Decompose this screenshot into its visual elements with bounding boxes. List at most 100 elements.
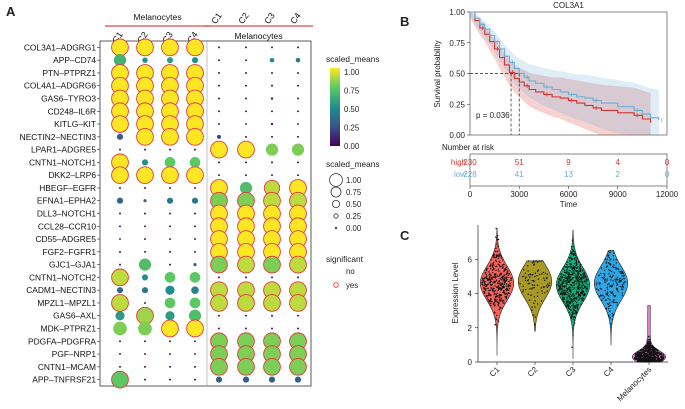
dot — [165, 311, 175, 321]
violin-point — [494, 250, 496, 253]
dot — [141, 274, 149, 281]
violin-point — [662, 354, 664, 356]
violin-point — [498, 264, 500, 266]
violin-point — [501, 307, 503, 309]
dot — [119, 212, 121, 215]
violin-point — [529, 288, 531, 290]
violin-point — [485, 284, 488, 286]
violin-point — [602, 277, 605, 280]
p-value: p = 0.036 — [476, 111, 510, 120]
violin-point — [602, 297, 605, 300]
dot — [218, 276, 220, 279]
violin-point — [575, 261, 578, 264]
violin-point — [563, 297, 566, 299]
violin-point — [495, 259, 497, 262]
violin-point — [559, 292, 562, 295]
violin-point — [663, 356, 665, 358]
violin-point — [604, 258, 607, 260]
violin-point — [567, 273, 569, 276]
violin-point — [605, 262, 608, 264]
violin-point — [583, 274, 585, 276]
violin-point — [566, 289, 568, 292]
violin-point — [576, 307, 579, 310]
violin-point — [571, 313, 573, 316]
row-label: KITLG–KIT — [54, 119, 96, 129]
violin-point — [657, 357, 660, 360]
violin-point — [572, 286, 574, 288]
violin-point — [488, 301, 490, 303]
violin-point — [543, 286, 545, 288]
dot — [161, 166, 179, 185]
violin-point — [636, 355, 638, 358]
violin-point — [573, 283, 575, 285]
violin-point — [660, 359, 662, 361]
violin-point — [503, 283, 506, 286]
violin-point — [648, 340, 650, 342]
violin-point — [571, 239, 574, 241]
dot — [194, 225, 196, 228]
size-legend-dot — [331, 199, 340, 208]
dot — [237, 140, 255, 159]
violin-point — [623, 277, 625, 280]
violin-point — [564, 275, 567, 277]
violin-point — [495, 276, 497, 278]
violin-point — [494, 256, 496, 259]
violin-point — [585, 276, 588, 278]
violin-point — [504, 292, 506, 295]
violin-point — [495, 227, 497, 230]
y-tick-label: 1.00 — [449, 8, 465, 17]
violin-point — [566, 283, 568, 286]
violin-point — [532, 280, 535, 282]
violin-point — [577, 309, 579, 311]
row-label: CNTN1–MCAM — [38, 362, 96, 372]
violin-point — [499, 274, 501, 276]
violin-point — [499, 306, 501, 308]
dot — [297, 84, 299, 87]
violin-point — [581, 276, 583, 278]
violin-point — [639, 352, 641, 355]
dot — [218, 84, 220, 87]
violin-point — [497, 238, 500, 241]
violin-point — [488, 289, 490, 292]
violin-point — [493, 253, 495, 256]
violin-point — [581, 277, 583, 279]
violin-point — [621, 272, 623, 274]
color-tick-label: 0.50 — [344, 105, 360, 114]
violin-point — [505, 295, 508, 298]
violin-point — [570, 286, 572, 289]
risk-frame — [469, 153, 668, 187]
violin-point — [608, 283, 610, 285]
violin-point — [621, 284, 623, 286]
y-tick-label: 6 — [468, 255, 473, 264]
dot — [144, 340, 146, 343]
violin-point — [610, 322, 612, 325]
violin-point — [541, 260, 543, 262]
group-title: Melanocytes — [234, 31, 282, 41]
violin-point — [570, 273, 572, 276]
violin-point — [490, 259, 492, 261]
violin-point — [611, 276, 614, 278]
violin-point — [606, 294, 608, 296]
violin-point — [603, 269, 606, 271]
violin-point — [506, 279, 508, 281]
row-label: PDGFA–PDGFRA — [28, 336, 96, 346]
x-tick-label: 9000 — [609, 190, 627, 199]
x-tick-label: C4 — [602, 365, 616, 379]
violin-point — [583, 294, 586, 296]
violin-point — [648, 338, 650, 341]
violin-point — [568, 293, 570, 295]
violin-point — [649, 346, 652, 348]
violin-point — [524, 272, 527, 275]
violin-point — [577, 277, 580, 279]
violin-point — [490, 274, 492, 277]
violin-point — [537, 269, 539, 271]
violin-point — [532, 273, 534, 276]
violin-point — [599, 287, 602, 290]
violin-point — [496, 298, 498, 301]
violin-point — [503, 286, 505, 289]
dot — [245, 71, 247, 74]
violin-point — [568, 278, 571, 280]
violin-point — [561, 291, 563, 293]
violin-point — [569, 308, 571, 311]
dot — [116, 133, 124, 140]
